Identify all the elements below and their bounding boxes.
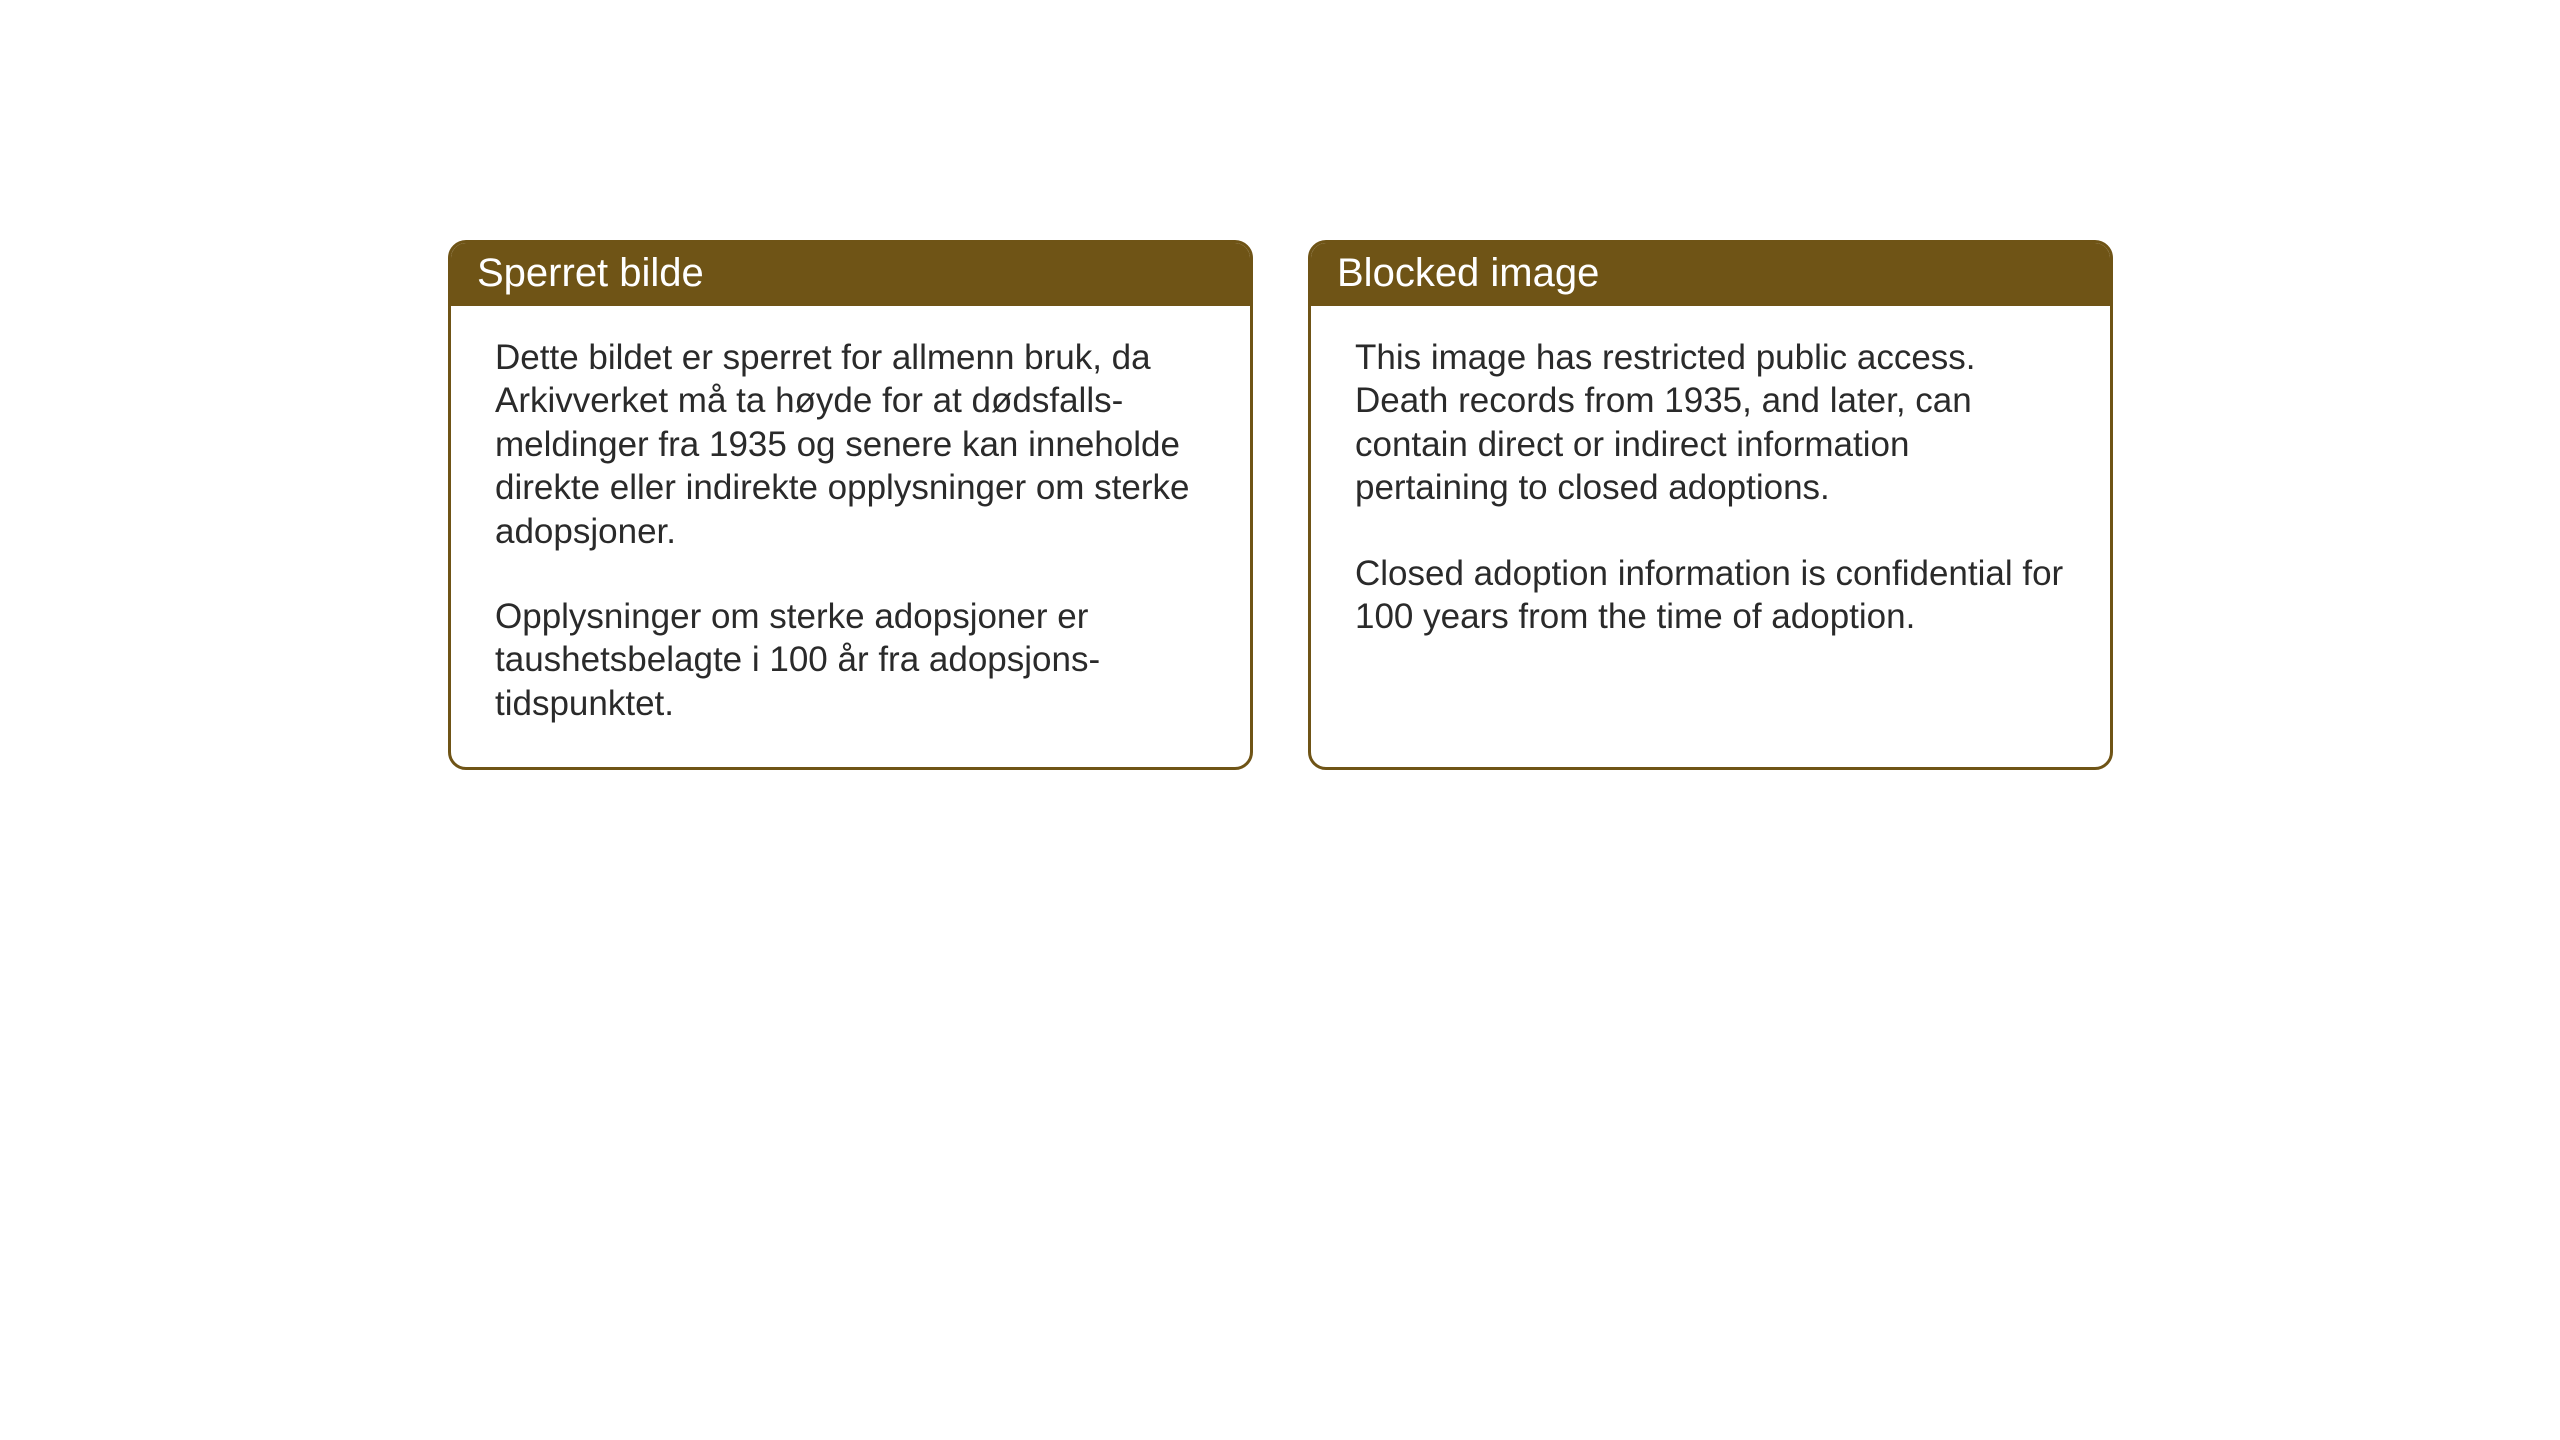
paragraph-english-2: Closed adoption information is confident… [1355, 552, 2066, 639]
card-body-norwegian: Dette bildet er sperret for allmenn bruk… [451, 306, 1250, 767]
paragraph-norwegian-1: Dette bildet er sperret for allmenn bruk… [495, 336, 1206, 553]
paragraph-english-1: This image has restricted public access.… [1355, 336, 2066, 510]
card-header-english: Blocked image [1311, 243, 2110, 306]
blocked-image-card-english: Blocked image This image has restricted … [1308, 240, 2113, 770]
card-header-norwegian: Sperret bilde [451, 243, 1250, 306]
paragraph-norwegian-2: Opplysninger om sterke adopsjoner er tau… [495, 595, 1206, 725]
card-body-english: This image has restricted public access.… [1311, 306, 2110, 721]
blocked-image-card-norwegian: Sperret bilde Dette bildet er sperret fo… [448, 240, 1253, 770]
notice-cards-container: Sperret bilde Dette bildet er sperret fo… [0, 0, 2560, 770]
